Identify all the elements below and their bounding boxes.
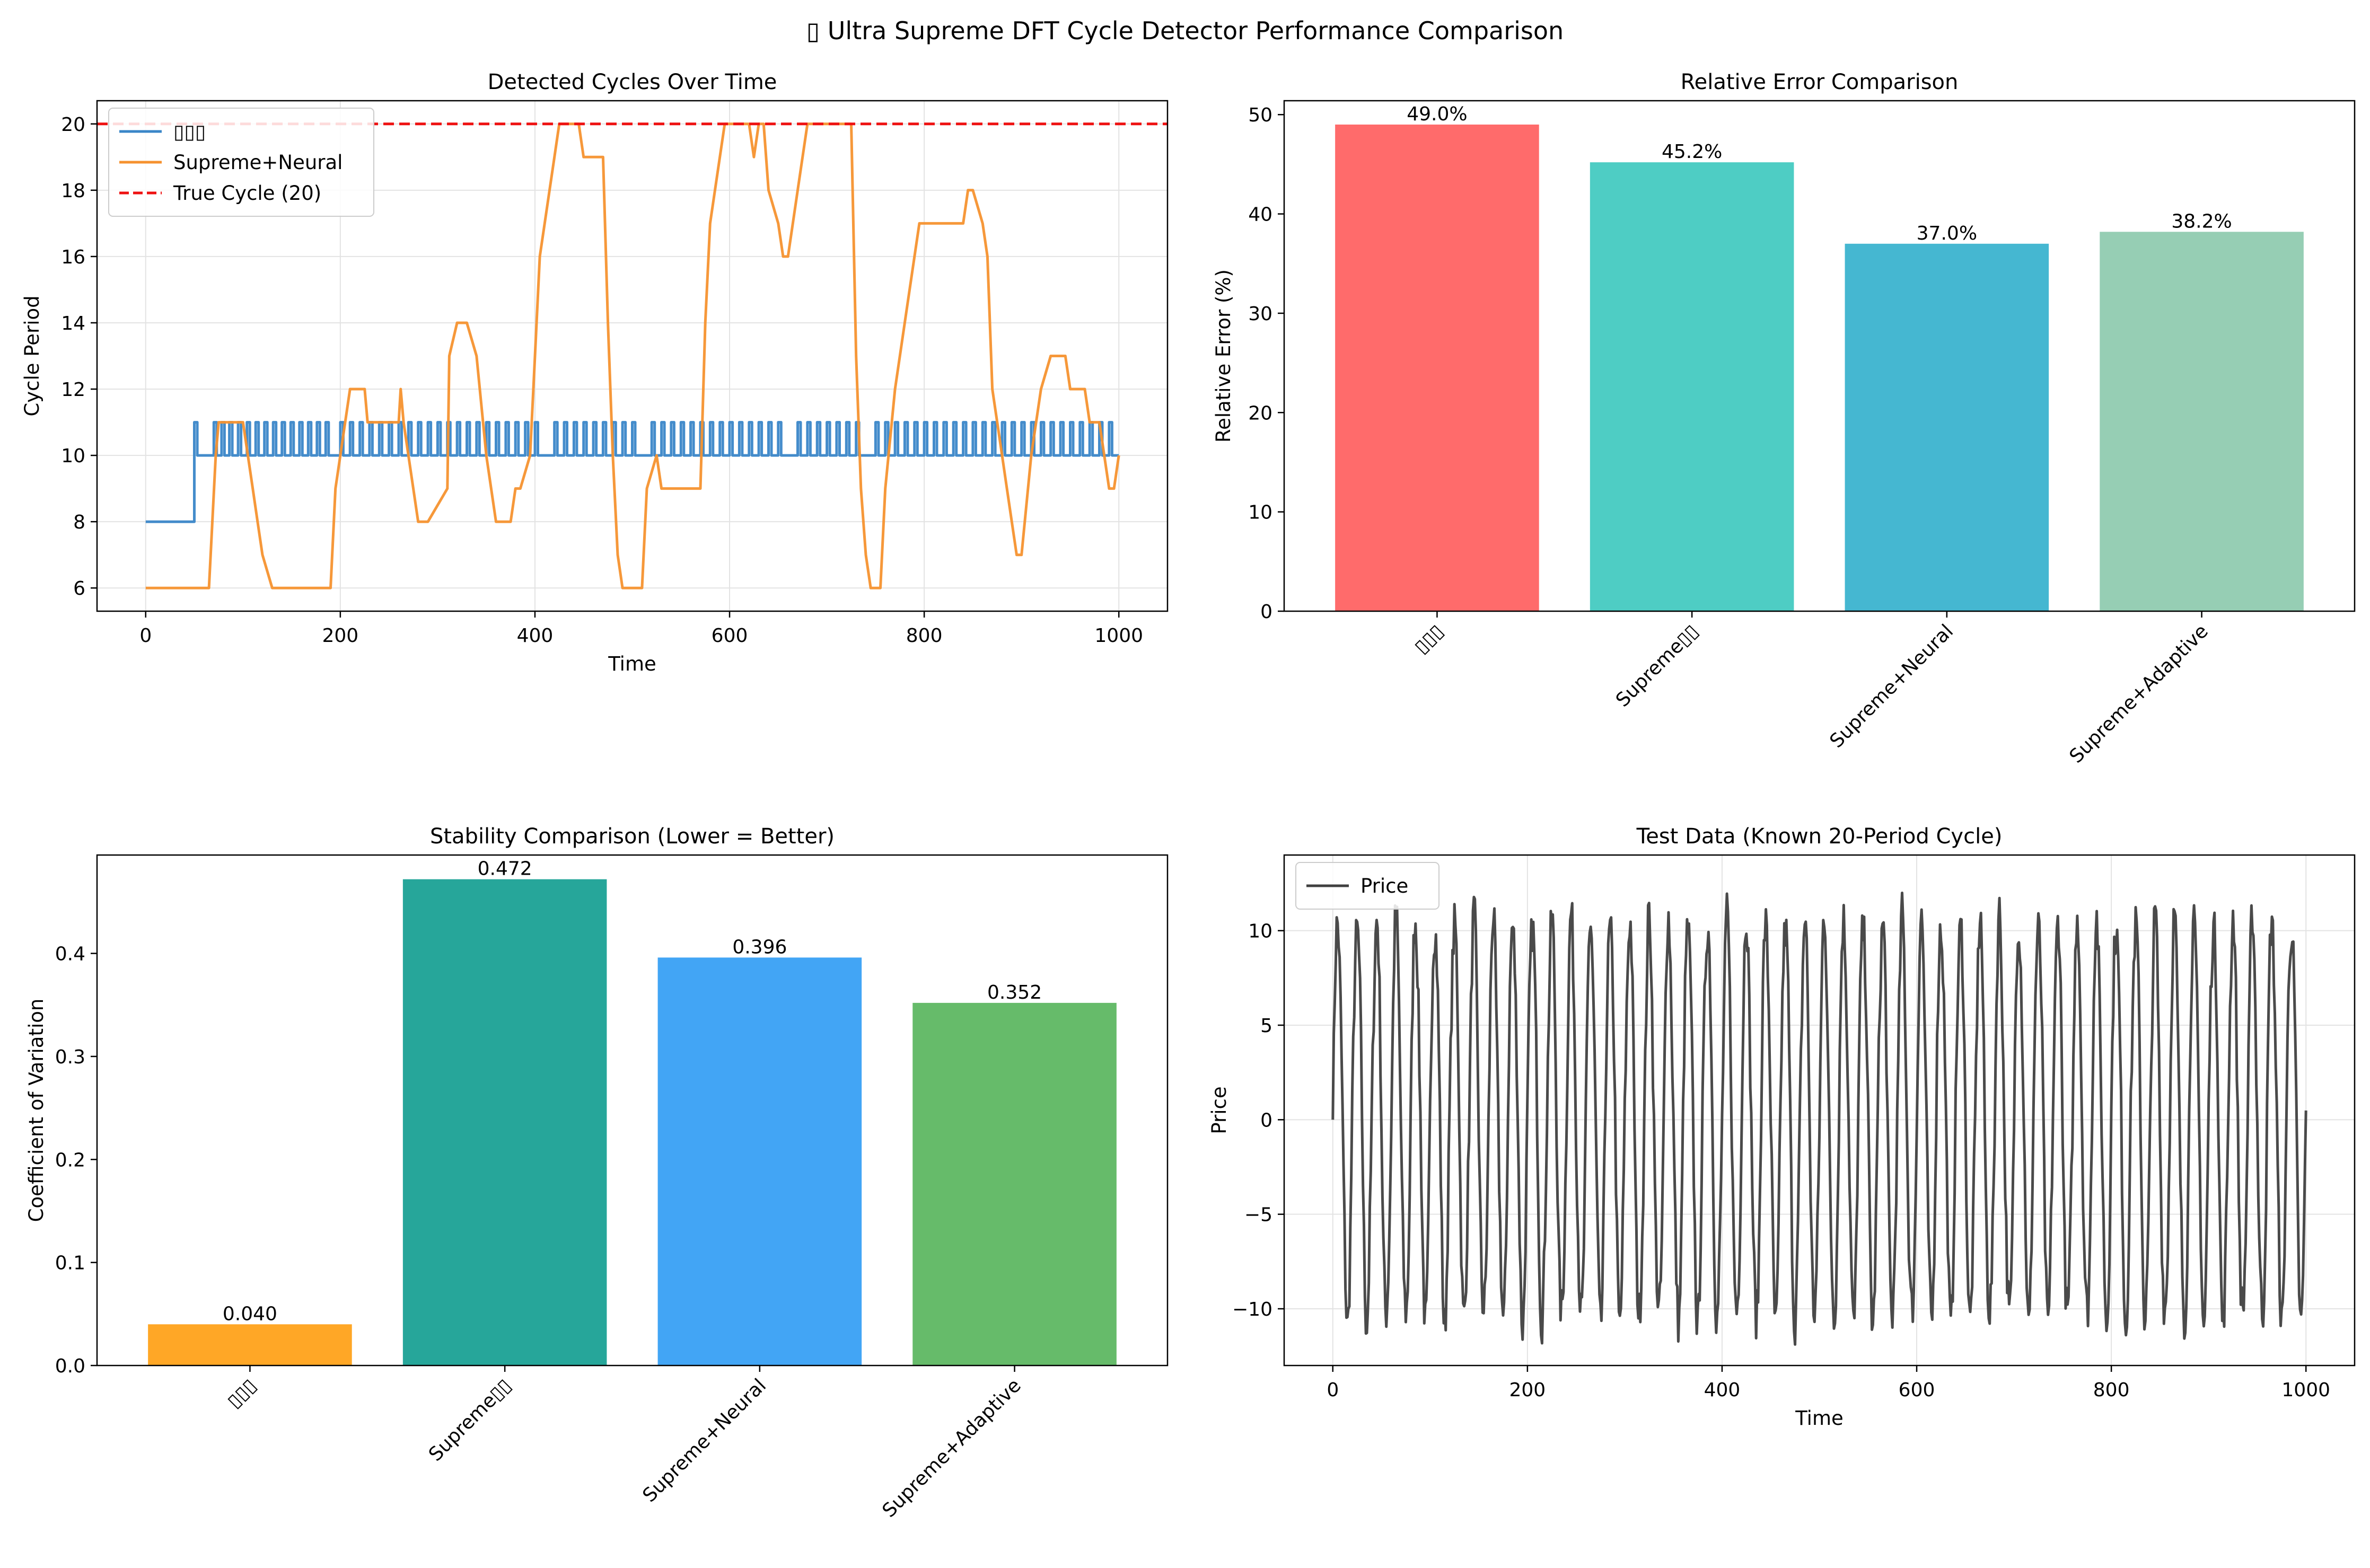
p2-title: Relative Error Comparison <box>1681 70 1959 94</box>
p3-ytick-label: 0.1 <box>55 1253 85 1274</box>
p2-bar-value-label: 49.0% <box>1407 103 1467 125</box>
p2-xtick-label: ▯▯▯ <box>1410 620 1448 658</box>
p3-bar-value-label: 0.472 <box>478 858 532 880</box>
p1-legend-label: ▯▯▯ <box>173 120 206 143</box>
p3-ylabel: Coefficient of Variation <box>25 999 48 1222</box>
p4-chart: Test Data (Known 20-Period Cycle) −10 −5 0 5… <box>1208 824 2356 1430</box>
p2-bar-value-label: 37.0% <box>1917 223 1977 244</box>
p4-xlabel: Time <box>1795 1407 1844 1430</box>
p4-xtick-label: 0 <box>1327 1379 1339 1401</box>
p1-xtick-label: 600 <box>712 625 748 647</box>
p3-bar <box>657 957 862 1366</box>
p2-xtick-label: Supreme+Neural <box>1825 620 1958 752</box>
p4-series-0 <box>1331 892 2307 1346</box>
p1-ytick-label: 10 <box>61 445 85 467</box>
p3-ytick-label: 0.3 <box>55 1046 85 1068</box>
p1-xtick-label: 1000 <box>1094 625 1143 647</box>
p4-title: Test Data (Known 20-Period Cycle) <box>1636 824 2003 849</box>
p4-legend-label: Price <box>1360 875 1408 897</box>
p4-ytick-label: −5 <box>1244 1204 1272 1226</box>
p3-xtick-label: Supreme+Adaptive <box>878 1375 1025 1521</box>
p2-bar <box>2100 232 2304 612</box>
p1-xtick-label: 800 <box>906 625 943 647</box>
p3-xtick-label: ▯▯▯ <box>223 1375 261 1412</box>
p2-xtick-label: Supreme▯▯ <box>1612 620 1702 711</box>
p3-bar <box>148 1324 352 1366</box>
p2-ytick-label: 30 <box>1248 303 1272 325</box>
p2-bar-value-label: 38.2% <box>2171 210 2232 232</box>
p4-xtick-label: 200 <box>1509 1379 1546 1401</box>
p4-ytick-label: 0 <box>1260 1109 1272 1131</box>
p4-xtick-label: 400 <box>1704 1379 1741 1401</box>
plot-frame <box>1283 854 2356 1367</box>
plot-frame <box>96 100 1169 612</box>
p4-ytick-label: 5 <box>1260 1015 1272 1037</box>
p2-ytick-label: 50 <box>1248 104 1272 126</box>
p2-bar <box>1845 243 2049 611</box>
p1-ytick-label: 8 <box>73 512 85 533</box>
p1-xtick-label: 400 <box>517 625 554 647</box>
p1-ytick-label: 18 <box>61 180 85 202</box>
p2-ytick-label: 10 <box>1248 502 1272 524</box>
plot-frame <box>96 854 1169 1367</box>
p1-ytick-label: 14 <box>61 313 85 334</box>
p1-ytick-label: 12 <box>61 379 85 401</box>
p3-ytick-label: 0.0 <box>55 1355 85 1377</box>
plot-frame <box>1283 100 2356 612</box>
p4-xtick-label: 1000 <box>2281 1379 2330 1401</box>
p2-chart: Relative Error Comparison 0 10 20 30 40 50 Rela… <box>1212 70 2356 768</box>
p4-xtick-label: 600 <box>1899 1379 1935 1401</box>
p3-title: Stability Comparison (Lower = Better) <box>430 824 835 849</box>
p1-ytick-label: 20 <box>61 114 85 136</box>
p4-ylabel: Price <box>1208 1086 1231 1134</box>
p2-bar-value-label: 45.2% <box>1662 141 1722 163</box>
p1-chart: Detected Cycles Over Time681012141618200… <box>21 70 1169 675</box>
p4-ytick-label: 10 <box>1248 921 1272 942</box>
p1-ylabel: Cycle Period <box>21 295 43 416</box>
p3-ytick-label: 0.2 <box>55 1149 85 1171</box>
p4-ytick-label: −10 <box>1232 1299 1272 1320</box>
p3-bar-value-label: 0.396 <box>732 936 787 958</box>
p3-ytick-label: 0.4 <box>55 944 85 965</box>
p4-legend <box>1295 862 1439 910</box>
p1-legend-label: True Cycle (20) <box>173 182 321 205</box>
p1-legend-label: Supreme+Neural <box>173 151 343 174</box>
p3-bar-value-label: 0.040 <box>223 1303 277 1325</box>
p2-bar <box>1590 162 1794 611</box>
p2-xtick-label: Supreme+Adaptive <box>2065 620 2212 767</box>
p3-bar <box>402 879 607 1366</box>
p3-bar-value-label: 0.352 <box>987 982 1042 1003</box>
p2-bar <box>1335 124 1539 612</box>
p1-series-0 <box>145 421 1119 523</box>
p1-xtick-label: 0 <box>139 625 152 647</box>
p2-ytick-label: 20 <box>1248 402 1272 424</box>
p1-legend <box>108 108 374 217</box>
p2-ytick-label: 40 <box>1248 204 1272 226</box>
p1-xlabel: Time <box>608 653 656 675</box>
figure-title: ▯ Ultra Supreme DFT Cycle Detector Perfo… <box>806 16 1564 45</box>
p4-xtick-label: 800 <box>2093 1379 2130 1401</box>
p2-ylabel: Relative Error (%) <box>1212 269 1235 443</box>
p1-title: Detected Cycles Over Time <box>488 70 777 94</box>
p3-chart: Stability Comparison (Lower = Better) 0.0… <box>25 824 1169 1522</box>
p3-xtick-label: Supreme+Neural <box>638 1375 770 1507</box>
p2-ytick-label: 0 <box>1260 601 1272 623</box>
p4-series-group <box>1331 892 2307 1346</box>
p3-bar <box>912 1002 1117 1366</box>
p1-xtick-label: 200 <box>322 625 359 647</box>
p1-ytick-label: 16 <box>61 246 85 268</box>
p3-xtick-label: Supreme▯▯ <box>425 1375 515 1465</box>
p1-ytick-label: 6 <box>73 578 85 600</box>
